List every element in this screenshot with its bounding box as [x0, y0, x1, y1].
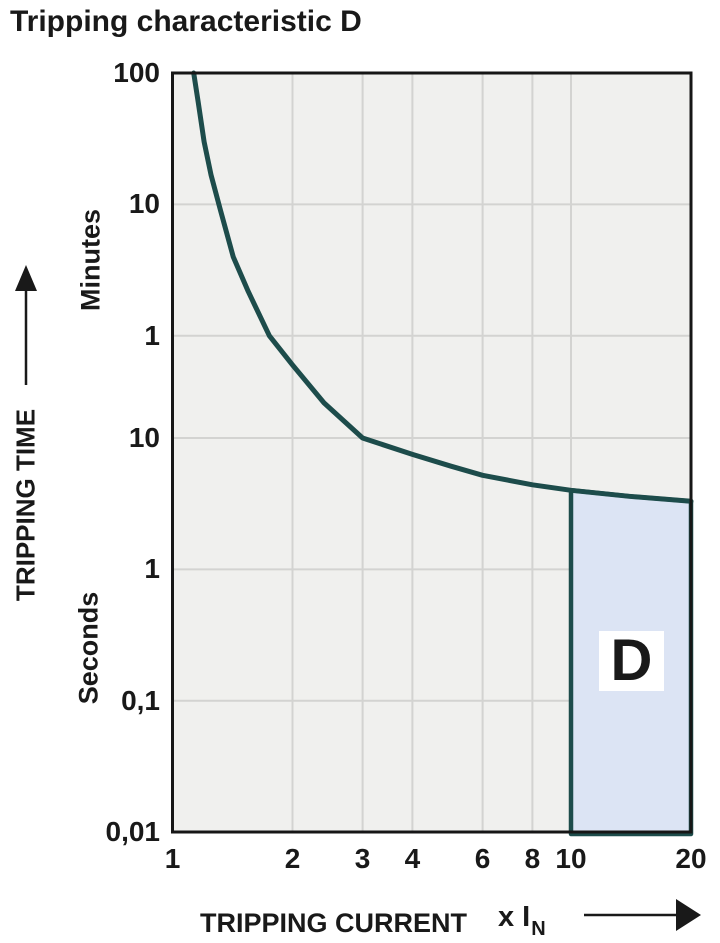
y-tick-label: 0,1: [121, 684, 160, 716]
y-unit-minutes-label: Minutes: [75, 208, 106, 312]
x-tick-label: 2: [284, 843, 301, 874]
region-d-letter: D: [610, 628, 653, 693]
x-tick-label: 4: [404, 843, 421, 874]
y-axis-title: TRIPPING TIME: [10, 408, 41, 602]
y-tick-label: 0,01: [105, 816, 161, 848]
multiplier-prefix: x I: [498, 901, 531, 933]
up-arrow-icon: [15, 265, 37, 385]
y-tick-label: 10: [128, 421, 160, 453]
y-unit-seconds-label: Seconds: [73, 591, 104, 705]
right-arrow-icon: [584, 899, 701, 931]
x-tick-label: 3: [354, 843, 371, 874]
region-d-label: D: [599, 631, 664, 691]
plot-border: [171, 71, 693, 834]
x-axis-title: TRIPPING CURRENT: [200, 908, 468, 938]
y-tick-label: 1: [144, 553, 160, 585]
x-tick-label: 20: [675, 843, 707, 874]
chart-title: Tripping characteristic D: [10, 5, 362, 38]
x-tick-label: 10: [555, 843, 587, 874]
x-tick-label: 8: [524, 843, 541, 874]
curve: [191, 70, 694, 504]
multiplier-subscript: N: [531, 917, 546, 940]
y-tick-label: 10: [128, 188, 160, 220]
y-tick-label: 100: [113, 57, 160, 88]
x-axis-multiplier: x IN: [498, 901, 546, 940]
x-tick-label: 6: [474, 843, 491, 874]
x-tick-label: 1: [164, 843, 181, 874]
y-tick-label: 1: [144, 319, 160, 351]
